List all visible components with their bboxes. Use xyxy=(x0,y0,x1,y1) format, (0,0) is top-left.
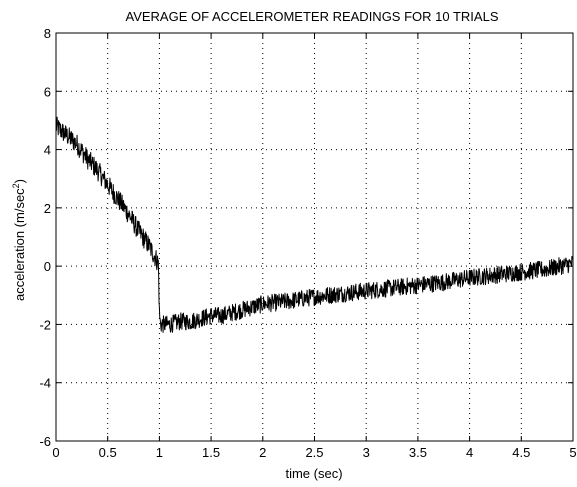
y-tick-label: 0 xyxy=(44,259,51,274)
plot-frame xyxy=(55,32,574,442)
x-tick-label: 4.5 xyxy=(512,445,530,460)
y-tick-label: -2 xyxy=(39,317,51,332)
x-tick-label: 5 xyxy=(569,445,576,460)
ticks-layer: 0 0.5 1 1.5 2 2.5 3 3.5 4 4.5 5 -6 -4 -2 0 2 4 6 8 xyxy=(39,26,576,460)
frame-layer xyxy=(55,32,574,442)
y-tick-label: 2 xyxy=(44,201,51,216)
y-axis-label-superscript: 2 xyxy=(11,183,21,188)
y-axis-label: acceleration (m/sec2) xyxy=(11,179,27,301)
series-line-acceleration xyxy=(55,116,574,333)
x-tick-label: 3.5 xyxy=(409,445,427,460)
x-tick-label: 3 xyxy=(363,445,370,460)
y-tick-label: -4 xyxy=(39,376,51,391)
series-layer xyxy=(55,116,574,333)
x-tick-label: 2 xyxy=(259,445,266,460)
y-axis-label-main: acceleration (m/sec xyxy=(12,188,27,301)
x-tick-label: 4 xyxy=(466,445,473,460)
x-axis-label: time (sec) xyxy=(285,466,342,481)
x-tick-label: 2.5 xyxy=(305,445,323,460)
y-axis-label-close: ) xyxy=(12,179,27,183)
y-tick-label: 6 xyxy=(44,84,51,99)
chart-title: AVERAGE OF ACCELEROMETER READINGS FOR 10… xyxy=(126,9,499,24)
grid-layer xyxy=(56,33,573,441)
x-tick-label: 1 xyxy=(156,445,163,460)
x-tick-label: 0.5 xyxy=(99,445,117,460)
x-tick-label: 0 xyxy=(52,445,59,460)
y-tick-label: 4 xyxy=(44,143,51,158)
x-tick-label: 1.5 xyxy=(202,445,220,460)
y-tick-label: -6 xyxy=(39,434,51,449)
y-tick-label: 8 xyxy=(44,26,51,41)
